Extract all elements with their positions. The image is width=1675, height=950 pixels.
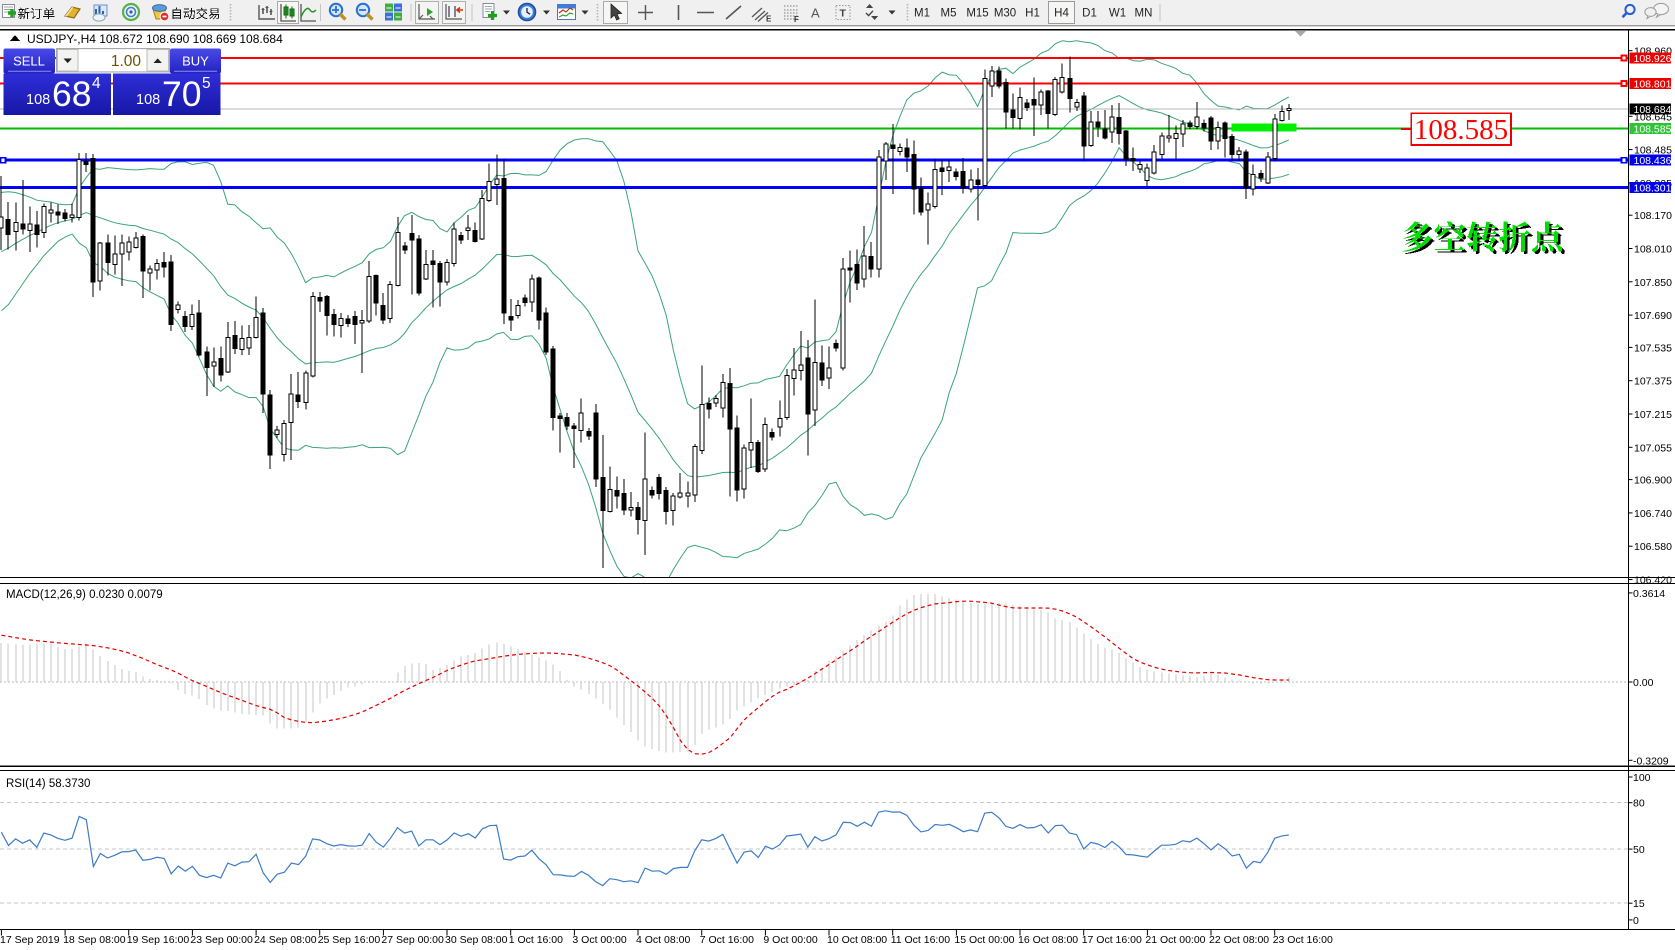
svg-text:106.900: 106.900 — [1634, 475, 1672, 487]
svg-text:18 Sep 08:00: 18 Sep 08:00 — [63, 934, 126, 946]
svg-text:25 Sep 16:00: 25 Sep 16:00 — [318, 934, 381, 946]
svg-text:23 Sep 00:00: 23 Sep 00:00 — [190, 934, 253, 946]
svg-text:107.850: 107.850 — [1634, 277, 1672, 289]
svg-text:4: 4 — [92, 75, 101, 92]
svg-text:H4: H4 — [1054, 8, 1069, 20]
svg-text:9 Oct 00:00: 9 Oct 00:00 — [763, 934, 817, 946]
svg-text:RSI(14) 58.3730: RSI(14) 58.3730 — [6, 778, 90, 790]
svg-text:M30: M30 — [994, 8, 1016, 20]
svg-text:108.170: 108.170 — [1634, 210, 1672, 222]
svg-text:108.585: 108.585 — [1634, 123, 1672, 135]
svg-text:H1: H1 — [1025, 8, 1040, 20]
svg-text:106.580: 106.580 — [1634, 541, 1672, 553]
svg-text:1 Oct 16:00: 1 Oct 16:00 — [509, 934, 563, 946]
svg-text:10 Oct 08:00: 10 Oct 08:00 — [827, 934, 887, 946]
svg-text:107.215: 107.215 — [1634, 409, 1672, 421]
svg-text:108.301: 108.301 — [1634, 183, 1672, 195]
svg-text:15: 15 — [1633, 898, 1645, 910]
svg-text:24 Sep 08:00: 24 Sep 08:00 — [254, 934, 317, 946]
svg-text:106.740: 106.740 — [1634, 508, 1672, 520]
svg-text:3 Oct 00:00: 3 Oct 00:00 — [572, 934, 626, 946]
svg-text:108: 108 — [26, 92, 50, 108]
svg-text:107.055: 107.055 — [1634, 442, 1672, 454]
svg-text:0.00: 0.00 — [1633, 677, 1654, 689]
svg-text:108: 108 — [136, 92, 160, 108]
svg-text:M5: M5 — [941, 8, 957, 20]
svg-text:T: T — [840, 8, 847, 20]
svg-text:27 Sep 00:00: 27 Sep 00:00 — [381, 934, 444, 946]
svg-text:107.690: 107.690 — [1634, 310, 1672, 322]
svg-text:21 Oct 00:00: 21 Oct 00:00 — [1145, 934, 1205, 946]
svg-text:19 Sep 16:00: 19 Sep 16:00 — [127, 934, 190, 946]
svg-text:D1: D1 — [1082, 8, 1097, 20]
svg-text:70: 70 — [162, 74, 202, 114]
svg-text:100: 100 — [1633, 772, 1651, 784]
svg-text:MACD(12,26,9) 0.0230 0.0079: MACD(12,26,9) 0.0230 0.0079 — [6, 589, 163, 601]
svg-text:7 Oct 16:00: 7 Oct 16:00 — [700, 934, 754, 946]
svg-text:108.801: 108.801 — [1634, 79, 1672, 91]
svg-text:107.535: 107.535 — [1634, 342, 1672, 354]
svg-text:15 Oct 00:00: 15 Oct 00:00 — [954, 934, 1014, 946]
svg-text:F: F — [794, 15, 799, 24]
svg-text:BUY: BUY — [182, 54, 209, 69]
svg-text:USDJPY-,H4 108.672 108.690 10: USDJPY-,H4 108.672 108.690 108.669 108.6… — [27, 32, 283, 46]
svg-text:108.485: 108.485 — [1634, 145, 1672, 157]
svg-text:4 Oct 08:00: 4 Oct 08:00 — [636, 934, 690, 946]
svg-text:M15: M15 — [966, 8, 988, 20]
svg-text:A: A — [811, 6, 820, 21]
svg-text:30 Sep 08:00: 30 Sep 08:00 — [445, 934, 508, 946]
svg-text:22 Oct 08:00: 22 Oct 08:00 — [1209, 934, 1269, 946]
svg-text:80: 80 — [1633, 798, 1645, 810]
svg-text:108.010: 108.010 — [1634, 244, 1672, 256]
svg-text:23 Oct 16:00: 23 Oct 16:00 — [1273, 934, 1333, 946]
svg-text:E: E — [766, 15, 772, 24]
svg-text:17 Sep 2019: 17 Sep 2019 — [0, 934, 60, 946]
svg-text:-0.3209: -0.3209 — [1633, 755, 1669, 767]
svg-text:108.926: 108.926 — [1634, 53, 1672, 65]
svg-text:MN: MN — [1135, 8, 1153, 20]
svg-text:68: 68 — [52, 74, 92, 114]
svg-text:106.420: 106.420 — [1634, 575, 1672, 587]
svg-text:108.436: 108.436 — [1634, 155, 1672, 167]
svg-text:0.3614: 0.3614 — [1633, 588, 1665, 600]
svg-text:SELL: SELL — [13, 54, 45, 69]
svg-text:50: 50 — [1633, 844, 1645, 856]
svg-text:5: 5 — [202, 75, 211, 92]
svg-text:11 Oct 16:00: 11 Oct 16:00 — [891, 934, 951, 946]
svg-text:1.00: 1.00 — [111, 53, 142, 70]
svg-text:W1: W1 — [1109, 8, 1126, 20]
svg-text:108.684: 108.684 — [1634, 104, 1672, 116]
svg-text:16 Oct 08:00: 16 Oct 08:00 — [1018, 934, 1078, 946]
svg-text:107.375: 107.375 — [1634, 376, 1672, 388]
svg-text:108.585: 108.585 — [1414, 114, 1508, 146]
svg-text:17 Oct 16:00: 17 Oct 16:00 — [1082, 934, 1142, 946]
svg-text:0: 0 — [1633, 915, 1639, 927]
svg-text:M1: M1 — [914, 8, 930, 20]
